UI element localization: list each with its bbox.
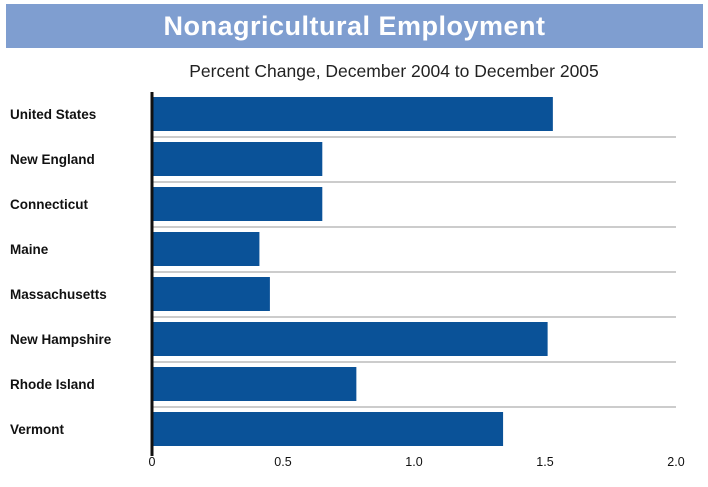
x-tick-label-1: 0.5 xyxy=(274,455,291,469)
bar-5 xyxy=(152,322,548,356)
x-tick-label-0: 0 xyxy=(149,455,156,469)
x-tick-label-2: 1.0 xyxy=(405,455,422,469)
title-band: Nonagricultural Employment xyxy=(6,4,703,48)
category-label-0: United States xyxy=(10,107,96,122)
category-label-6: Rhode Island xyxy=(10,377,95,392)
x-tick-label-4: 2.0 xyxy=(667,455,684,469)
bar-0 xyxy=(152,97,553,131)
category-label-1: New England xyxy=(10,152,95,167)
category-label-2: Connecticut xyxy=(10,197,89,212)
category-label-4: Massachusetts xyxy=(10,287,107,302)
bar-1 xyxy=(152,142,323,176)
bar-6 xyxy=(152,367,357,401)
chart-title: Nonagricultural Employment xyxy=(163,10,546,41)
bar-3 xyxy=(152,232,260,266)
bar-4 xyxy=(152,277,270,311)
x-tick-label-3: 1.5 xyxy=(536,455,553,469)
category-label-7: Vermont xyxy=(10,422,65,437)
bar-7 xyxy=(152,412,504,446)
category-label-5: New Hampshire xyxy=(10,332,112,347)
chart-subtitle: Percent Change, December 2004 to Decembe… xyxy=(189,61,599,81)
bar-2 xyxy=(152,187,323,221)
category-label-3: Maine xyxy=(10,242,49,257)
